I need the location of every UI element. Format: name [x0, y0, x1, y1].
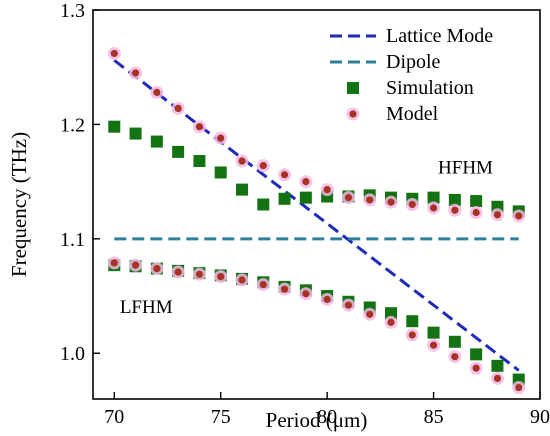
model-point	[235, 273, 249, 287]
model-point	[278, 282, 292, 296]
simulation-point	[150, 135, 163, 148]
model-point	[320, 292, 334, 306]
model-point	[448, 350, 462, 364]
legend-label: Simulation	[386, 77, 474, 99]
simulation-point	[448, 335, 461, 348]
model-point	[384, 195, 398, 209]
model-point	[405, 198, 419, 211]
x-tick-label: 70	[104, 406, 124, 428]
simulation-point	[257, 198, 270, 211]
simulation-point	[214, 166, 227, 179]
annotation-label: LFHM	[120, 297, 173, 318]
model-point	[150, 262, 164, 276]
legend-entry: Dipole	[330, 51, 441, 73]
model-point	[427, 338, 441, 352]
y-tick-label: 1.0	[60, 343, 85, 365]
model-point	[171, 101, 185, 115]
annotations: HFHM LFHM	[120, 158, 493, 319]
plot-frame	[92, 9, 541, 400]
model-point	[299, 287, 313, 301]
legend: Lattice Mode Dipole Simulation Model	[330, 25, 493, 125]
simulation-point	[129, 127, 142, 140]
y-tick-label: 1.1	[60, 229, 85, 251]
simulation-point	[470, 195, 483, 208]
model-point	[192, 120, 206, 134]
model-point	[256, 278, 270, 292]
model-point	[320, 183, 334, 197]
model-point	[405, 328, 419, 342]
model-point	[490, 208, 504, 222]
legend-entry: Lattice Mode	[330, 25, 493, 47]
y-tick-label: 1.3	[60, 0, 85, 22]
legend-label: Model	[386, 103, 439, 125]
simulation-point	[427, 191, 440, 204]
model-point	[256, 159, 270, 173]
legend-entry: Model	[346, 103, 439, 125]
model-point	[129, 66, 143, 80]
model-point	[341, 298, 355, 312]
simulation-point	[491, 359, 504, 372]
legend-swatch	[347, 82, 359, 94]
simulation-point	[385, 307, 397, 320]
simulation-point	[299, 191, 312, 204]
simulation-point	[448, 193, 461, 206]
x-tick-label: 85	[424, 406, 444, 428]
x-tick-label: 80	[317, 406, 337, 428]
model-point	[427, 201, 441, 215]
model-point	[214, 131, 228, 145]
x-tick-label: 75	[211, 406, 231, 428]
x-axis-label: Period (μm)	[266, 408, 368, 432]
y-tick-label: 1.2	[60, 114, 85, 136]
model-point	[512, 209, 526, 223]
model-point	[469, 206, 483, 220]
legend-label: Lattice Mode	[386, 25, 493, 47]
legend-entry: Simulation	[347, 77, 474, 99]
model-point	[107, 46, 121, 60]
model-point	[192, 267, 206, 281]
simulation-point	[236, 183, 248, 196]
simulation-point	[172, 145, 185, 158]
model-point	[171, 265, 185, 279]
legend-label: Dipole	[386, 51, 441, 73]
x-tick-label: 90	[530, 406, 550, 428]
simulation-point	[427, 326, 440, 339]
axis-ticks: 70 75 80 85 90 1.0 1.1 1.2 1.3	[60, 0, 550, 428]
simulation-point	[470, 348, 483, 361]
model-point	[107, 256, 121, 270]
model-point	[490, 371, 504, 385]
model-point	[384, 315, 398, 329]
model-point	[448, 203, 462, 217]
model-point	[235, 154, 249, 168]
y-axis-label: Frequency (THz)	[7, 132, 31, 277]
model-point	[129, 258, 143, 272]
model-point	[150, 85, 164, 99]
lattice-mode-line	[113, 59, 520, 372]
model-point	[469, 361, 483, 375]
model-point	[512, 381, 526, 395]
legend-swatch	[346, 107, 360, 121]
simulation-point	[193, 155, 206, 168]
model-point	[363, 193, 377, 207]
plot-marks	[107, 46, 526, 395]
simulation-point	[406, 315, 419, 328]
simulation-point	[108, 120, 121, 133]
simulation-point	[278, 192, 291, 205]
model-point	[278, 168, 292, 182]
model-point	[214, 270, 228, 284]
annotation-label: HFHM	[438, 158, 493, 179]
model-point	[341, 191, 355, 205]
model-point	[363, 307, 377, 321]
model-point	[299, 175, 313, 189]
